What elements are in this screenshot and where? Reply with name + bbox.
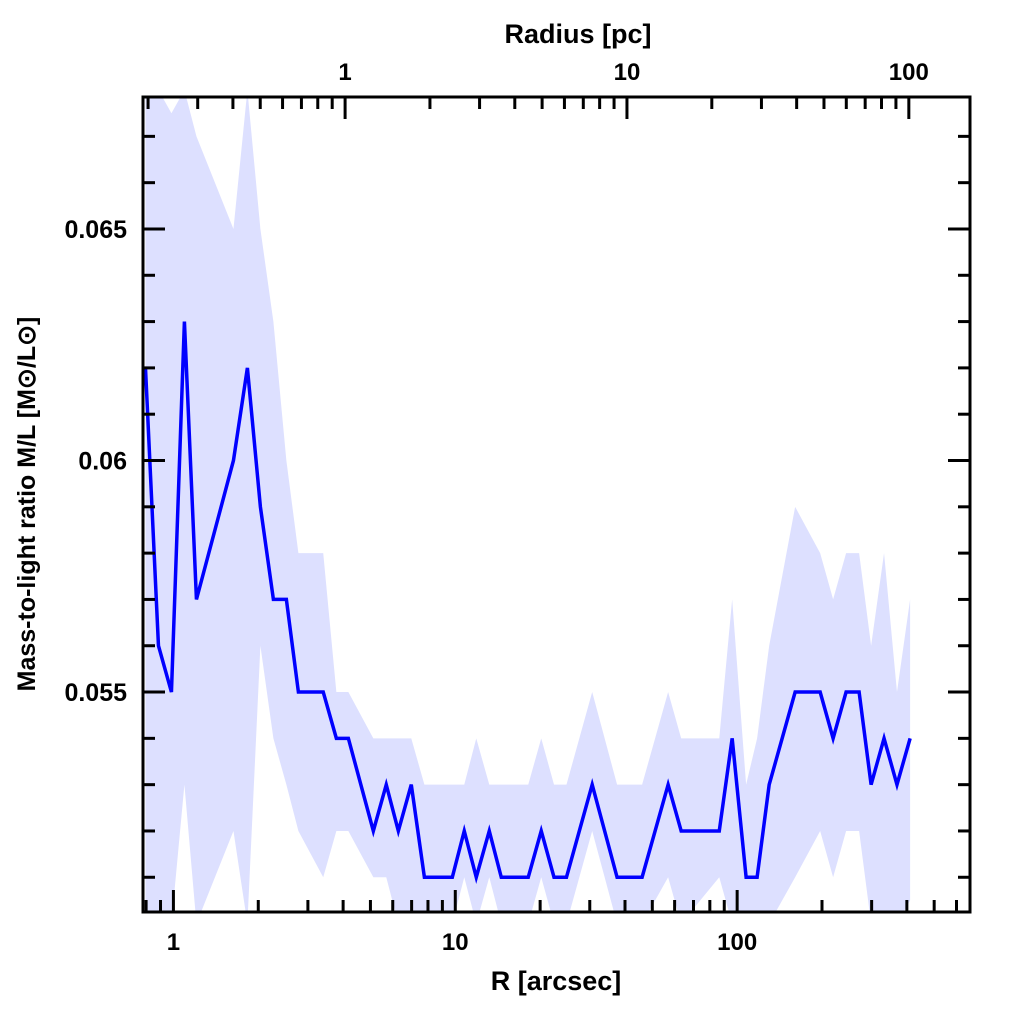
- plot-frame: [141, 95, 972, 914]
- x-tick-label: 100: [717, 929, 757, 956]
- x-tick-label: 1: [167, 929, 180, 956]
- y-axis-label: Mass-to-light ratio M/L [M⊙/L⊙]: [13, 317, 41, 692]
- y-tick-label: 0.065: [64, 216, 127, 244]
- top-tick-label: 100: [889, 59, 929, 86]
- top-tick-label: 1: [338, 59, 351, 86]
- top-tick-label: 10: [614, 59, 641, 86]
- y-tick-label: 0.055: [64, 679, 127, 707]
- error-band: [145, 97, 911, 912]
- x-tick-label: 10: [442, 929, 469, 956]
- x-axis-label: R [arcsec]: [491, 966, 622, 996]
- line-layer: [143, 321, 912, 884]
- error-band-layer: [145, 97, 911, 912]
- y-tick-label: 0.06: [78, 448, 127, 476]
- tick-layer: [143, 97, 970, 912]
- top-axis-label: Radius [pc]: [504, 19, 651, 49]
